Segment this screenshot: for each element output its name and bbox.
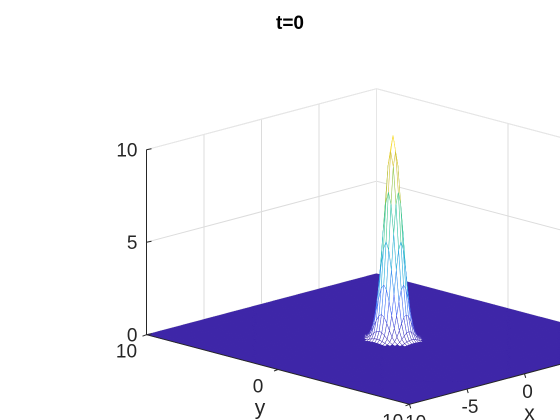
- box-edge: [376, 88, 560, 138]
- box-edge: [146, 88, 377, 151]
- grid-line: [146, 180, 377, 243]
- surface-mesh: [145, 135, 560, 405]
- grid-line: [376, 180, 560, 231]
